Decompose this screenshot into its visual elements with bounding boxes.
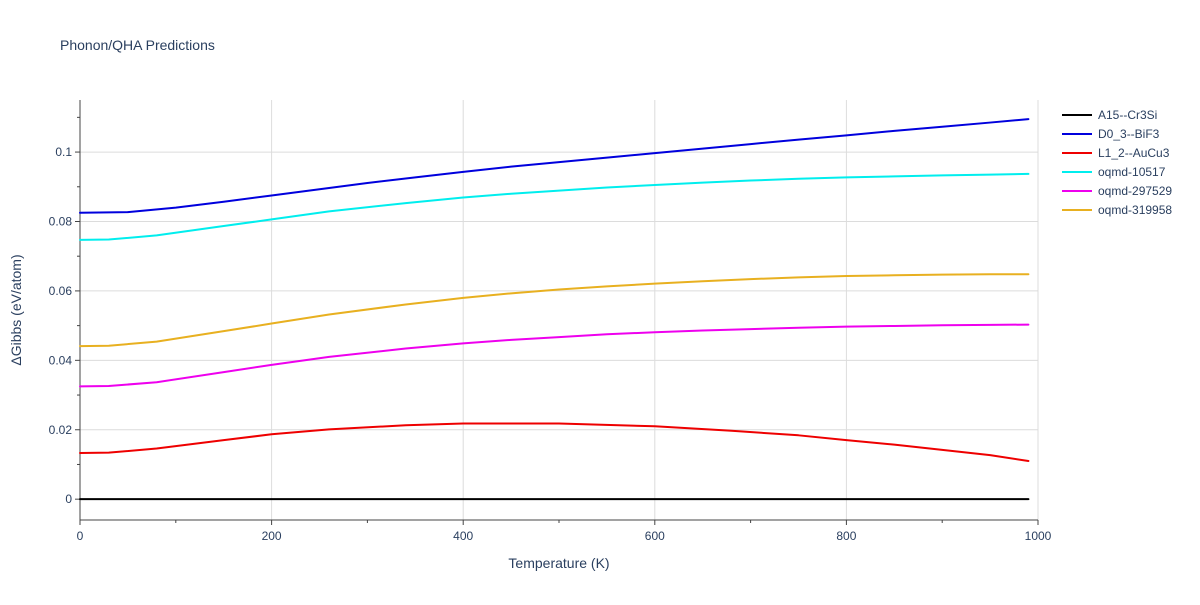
series-line-1[interactable] [79, 118, 1030, 214]
x-tick-label: 600 [645, 529, 665, 543]
chart-title: Phonon/QHA Predictions [60, 37, 215, 53]
x-tick-label: 0 [77, 529, 84, 543]
y-tick-label: 0.08 [49, 214, 73, 228]
y-tick-label: 0.06 [49, 284, 73, 298]
legend-label: L1_2--AuCu3 [1098, 146, 1170, 160]
legend-label: oqmd-319958 [1098, 203, 1172, 217]
series-line-2[interactable] [79, 422, 1030, 462]
legend-item-2[interactable]: L1_2--AuCu3 [1062, 146, 1170, 160]
legend[interactable]: A15--Cr3Si D0_3--BiF3 L1_2--AuCu3 oqmd-1051… [1062, 108, 1172, 217]
x-tick-label: 400 [453, 529, 473, 543]
legend-item-5[interactable]: oqmd-319958 [1062, 203, 1172, 217]
legend-item-4[interactable]: oqmd-297529 [1062, 184, 1172, 198]
y-tick-label: 0 [65, 492, 72, 506]
legend-label: A15--Cr3Si [1098, 108, 1157, 122]
legend-item-1[interactable]: D0_3--BiF3 [1062, 127, 1160, 141]
y-tick-label: 0.1 [55, 145, 72, 159]
axes-layer: 0 200 400 600 800 1000 0 0.02 0.04 0.06 0.08 0.1 [49, 100, 1052, 543]
legend-label: oqmd-297529 [1098, 184, 1172, 198]
x-tick-label: 200 [262, 529, 282, 543]
legend-label: oqmd-10517 [1098, 165, 1166, 179]
grid-layer [80, 100, 1039, 520]
x-tick-label: 800 [836, 529, 856, 543]
series-line-4[interactable] [79, 323, 1030, 388]
legend-item-0[interactable]: A15--Cr3Si [1062, 108, 1157, 122]
y-axis-title: ΔGibbs (eV/atom) [8, 254, 24, 365]
legend-item-3[interactable]: oqmd-10517 [1062, 165, 1166, 179]
y-tick-label: 0.04 [49, 353, 73, 367]
x-axis-title: Temperature (K) [508, 555, 609, 571]
series-line-3[interactable] [79, 172, 1030, 241]
x-tick-label: 1000 [1025, 529, 1052, 543]
legend-label: D0_3--BiF3 [1098, 127, 1160, 141]
y-tick-label: 0.02 [49, 423, 73, 437]
series-line-5[interactable] [79, 273, 1030, 348]
series-layer [79, 118, 1030, 501]
